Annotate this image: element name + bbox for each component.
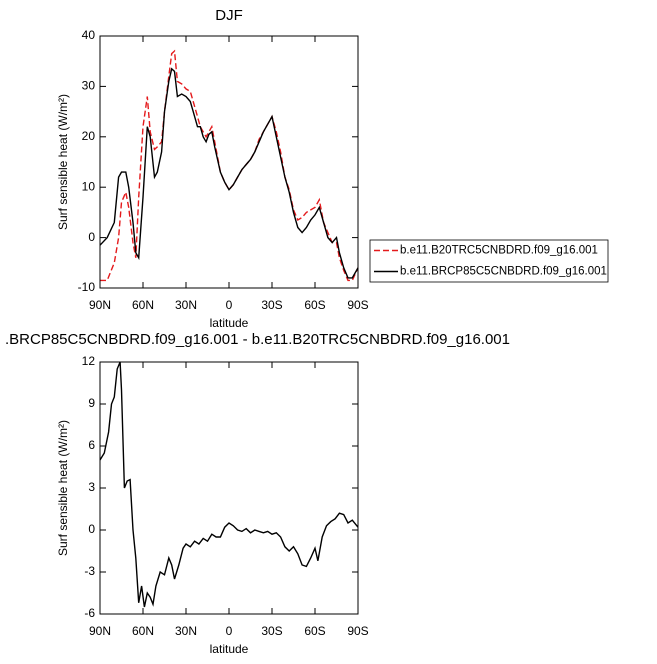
y-tick-label: 3 (88, 480, 95, 494)
y-tick-label: 12 (82, 354, 96, 368)
x-tick-label: 90N (89, 298, 111, 312)
data-line (100, 49, 359, 282)
x-tick-label: 60S (304, 298, 325, 312)
legend-label: b.e11.B20TRC5CNBDRD.f09_g16.001 (400, 245, 598, 257)
y-axis-label: Surf sensible heat (W/m²) (56, 420, 70, 556)
y-axis-label: Surf sensible heat (W/m²) (56, 94, 70, 230)
x-tick-label: 60S (304, 624, 325, 638)
y-tick-label: 10 (82, 179, 96, 193)
x-tick-label: 30S (261, 298, 282, 312)
x-tick-label: 30S (261, 624, 282, 638)
chart-title: DJF (215, 7, 243, 24)
plot-frame (99, 35, 359, 289)
x-tick-label: 90N (89, 624, 111, 638)
x-tick-label: 90S (347, 624, 368, 638)
y-tick-label: 0 (88, 522, 95, 536)
x-tick-label: 60N (132, 298, 154, 312)
y-tick-label: 20 (82, 129, 96, 143)
y-tick-label: 30 (82, 79, 96, 93)
plot-frame (99, 361, 359, 615)
x-tick-label: 0 (226, 624, 233, 638)
y-tick-label: -3 (84, 564, 95, 578)
y-tick-label: 40 (82, 28, 96, 42)
x-tick-label: 0 (226, 298, 233, 312)
y-tick-label: -10 (78, 280, 96, 294)
x-axis-label: latitude (210, 316, 249, 330)
x-tick-label: 60N (132, 624, 154, 638)
x-tick-label: 30N (175, 624, 197, 638)
legend-label: b.e11.BRCP85C5CNBDRD.f09_g16.001 (400, 266, 607, 278)
x-axis-label: latitude (210, 642, 249, 656)
legend-box (369, 239, 609, 283)
chart-title: .BRCP85C5CNBDRD.f09_g16.001 - b.e11.B20T… (5, 331, 510, 348)
y-tick-label: 9 (88, 396, 95, 410)
y-tick-label: -6 (84, 606, 95, 620)
y-tick-label: 6 (88, 438, 95, 452)
x-tick-label: 30N (175, 298, 197, 312)
y-tick-label: 0 (88, 230, 95, 244)
data-line (99, 361, 359, 608)
data-line (99, 67, 359, 279)
x-tick-label: 90S (347, 298, 368, 312)
